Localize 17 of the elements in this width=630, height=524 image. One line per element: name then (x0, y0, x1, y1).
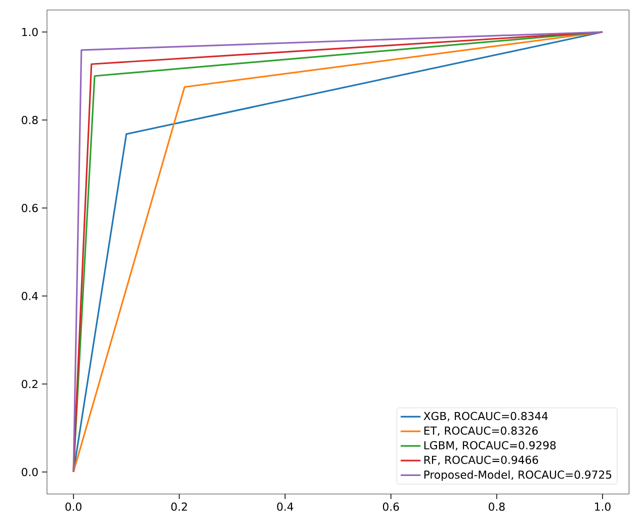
legend-label: LGBM, ROCAUC=0.9298 (424, 441, 556, 450)
legend-label: XGB, ROCAUC=0.8344 (424, 412, 548, 422)
x-tick-label: 0.8 (488, 502, 505, 511)
legend-label: Proposed-Model, ROCAUC=0.9725 (424, 470, 612, 481)
y-tick-label: 0.8 (22, 116, 38, 124)
y-tick-label: 0.0 (22, 468, 38, 476)
x-tick-label: 0.2 (171, 502, 187, 511)
x-tick-label: 1.0 (595, 502, 611, 511)
y-tick-label: 0.6 (22, 204, 38, 212)
x-tick-label: 0.4 (277, 502, 294, 511)
legend-label: ET, ROCAUC=0.8326 (424, 426, 538, 436)
y-tick-label: 0.2 (22, 380, 38, 388)
y-tick-label: 1.0 (22, 28, 38, 36)
x-tick-label: 0.0 (65, 502, 82, 511)
x-tick-label: 0.6 (382, 502, 399, 511)
legend-label: RF, ROCAUC=0.9466 (424, 456, 538, 466)
y-tick-label: 0.4 (22, 292, 38, 300)
